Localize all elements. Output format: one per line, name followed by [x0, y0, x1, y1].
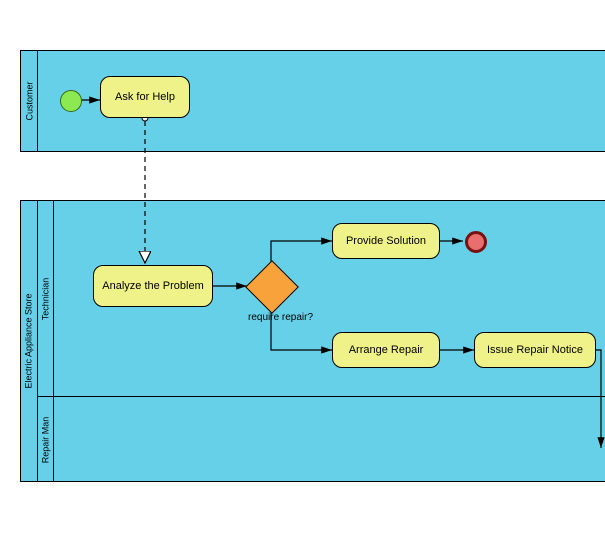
pool-store-label: Electric Appliance Store: [21, 201, 38, 481]
gateway-label: require repair?: [248, 312, 313, 323]
lane-repairman-label: Repair Man: [37, 397, 54, 482]
pool-customer-label-text: Customer: [24, 81, 34, 120]
lane-technician-label-text: Technician: [40, 277, 50, 320]
lane-technician-label: Technician: [37, 201, 54, 396]
task-ask-label: Ask for Help: [115, 91, 175, 103]
task-ask-for-help: Ask for Help: [100, 76, 190, 118]
pool-store-label-text: Electric Appliance Store: [24, 293, 34, 388]
diagram-canvas: Customer Electric Appliance Store Techni…: [0, 0, 605, 540]
task-analyze-label: Analyze the Problem: [102, 280, 204, 292]
task-issue-label: Issue Repair Notice: [487, 344, 583, 356]
lane-repairman-label-text: Repair Man: [40, 416, 50, 463]
task-issue-repair-notice: Issue Repair Notice: [474, 332, 596, 368]
lane-repairman: Repair Man: [37, 396, 605, 482]
task-provide-label: Provide Solution: [346, 235, 426, 247]
pool-customer-label: Customer: [21, 51, 38, 151]
task-analyze-problem: Analyze the Problem: [93, 265, 213, 307]
task-arrange-label: Arrange Repair: [349, 344, 424, 356]
start-event: [60, 90, 82, 112]
task-arrange-repair: Arrange Repair: [332, 332, 440, 368]
end-event: [465, 231, 487, 253]
task-provide-solution: Provide Solution: [332, 223, 440, 259]
